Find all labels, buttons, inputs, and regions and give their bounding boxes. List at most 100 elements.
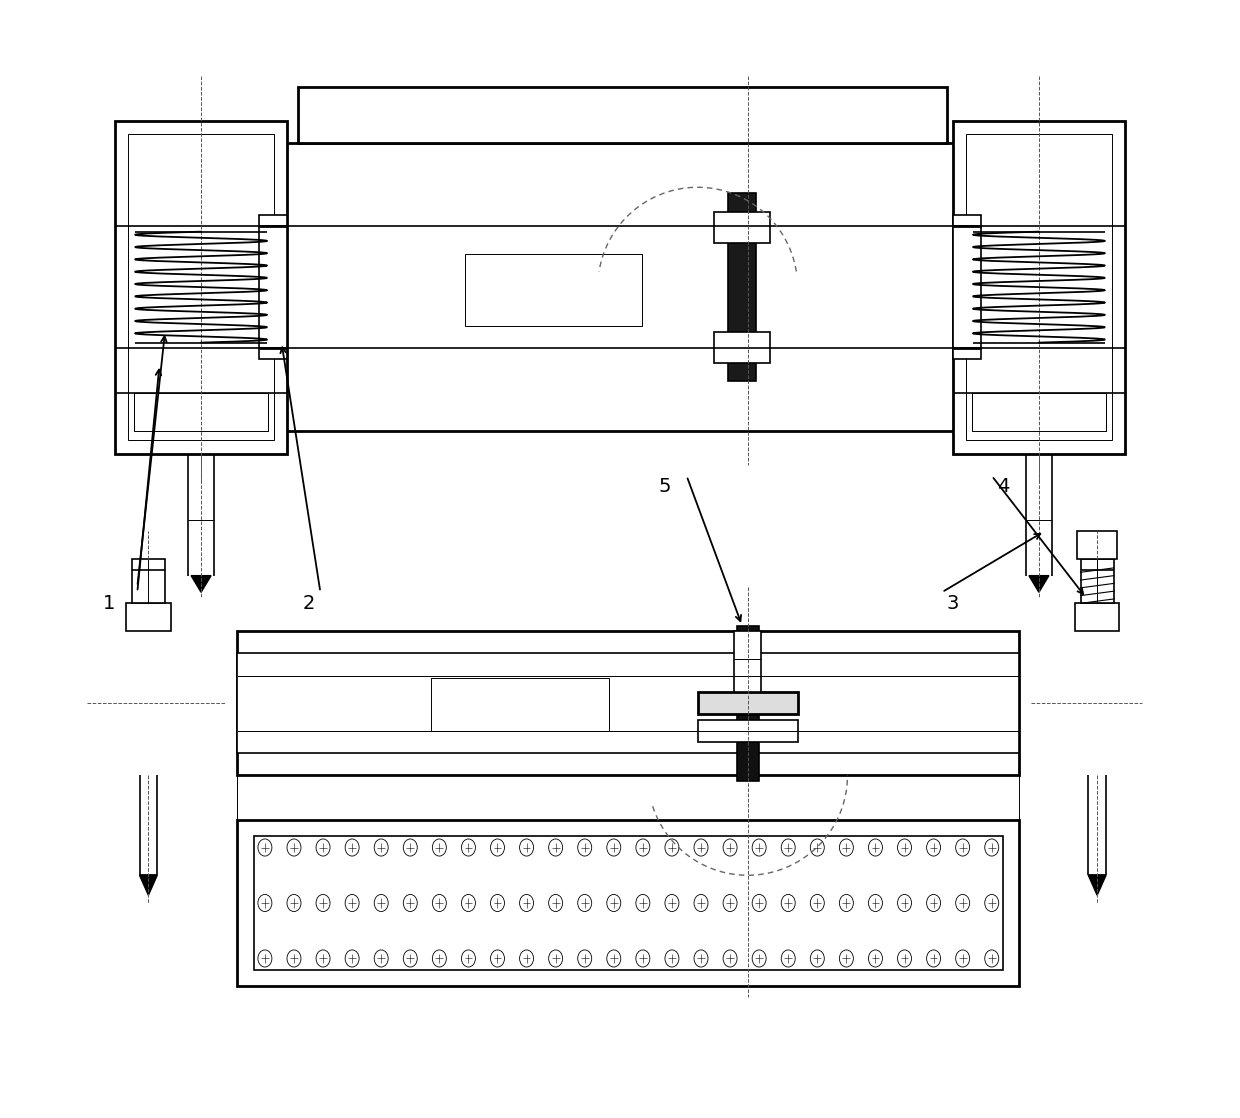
Ellipse shape xyxy=(839,894,853,911)
Ellipse shape xyxy=(491,950,505,967)
Ellipse shape xyxy=(636,950,650,967)
Ellipse shape xyxy=(258,894,272,911)
Ellipse shape xyxy=(520,894,533,911)
Ellipse shape xyxy=(926,838,941,856)
Ellipse shape xyxy=(520,838,533,856)
Ellipse shape xyxy=(316,838,330,856)
Ellipse shape xyxy=(985,894,998,911)
Ellipse shape xyxy=(606,894,621,911)
Bar xyxy=(966,134,1111,440)
Bar xyxy=(126,604,171,632)
Text: 2: 2 xyxy=(303,594,315,613)
Bar xyxy=(298,87,947,143)
Ellipse shape xyxy=(723,950,737,967)
Polygon shape xyxy=(191,576,211,593)
Ellipse shape xyxy=(520,950,533,967)
Ellipse shape xyxy=(403,838,418,856)
Bar xyxy=(259,143,981,432)
Bar xyxy=(737,626,759,781)
Bar xyxy=(237,653,1019,754)
Ellipse shape xyxy=(345,950,360,967)
Ellipse shape xyxy=(810,838,825,856)
Bar xyxy=(714,211,770,243)
Bar xyxy=(129,134,274,440)
Ellipse shape xyxy=(461,894,475,911)
Ellipse shape xyxy=(665,894,680,911)
Bar xyxy=(952,215,981,359)
Ellipse shape xyxy=(258,950,272,967)
Text: 1: 1 xyxy=(103,594,115,613)
Text: 4: 4 xyxy=(997,477,1009,496)
Ellipse shape xyxy=(286,894,301,911)
Ellipse shape xyxy=(636,838,650,856)
Ellipse shape xyxy=(926,950,941,967)
Ellipse shape xyxy=(723,894,737,911)
Bar xyxy=(698,720,797,742)
Ellipse shape xyxy=(694,950,708,967)
Ellipse shape xyxy=(753,950,766,967)
Polygon shape xyxy=(140,875,157,896)
Bar xyxy=(254,836,1003,969)
Ellipse shape xyxy=(403,894,418,911)
Ellipse shape xyxy=(926,894,941,911)
Ellipse shape xyxy=(433,894,446,911)
Ellipse shape xyxy=(606,950,621,967)
Bar xyxy=(972,392,1106,432)
Ellipse shape xyxy=(665,838,680,856)
Ellipse shape xyxy=(548,950,563,967)
Ellipse shape xyxy=(753,894,766,911)
Ellipse shape xyxy=(636,894,650,911)
Bar xyxy=(714,332,770,362)
Ellipse shape xyxy=(868,838,883,856)
Ellipse shape xyxy=(461,950,475,967)
Ellipse shape xyxy=(839,838,853,856)
Bar xyxy=(698,692,797,714)
Ellipse shape xyxy=(898,894,911,911)
Bar xyxy=(1080,559,1114,604)
Ellipse shape xyxy=(868,950,883,967)
Ellipse shape xyxy=(868,894,883,911)
Ellipse shape xyxy=(374,894,388,911)
Bar xyxy=(432,678,609,731)
Ellipse shape xyxy=(345,894,360,911)
Ellipse shape xyxy=(578,838,591,856)
Bar xyxy=(1075,604,1120,632)
Bar xyxy=(734,632,761,692)
Text: 3: 3 xyxy=(946,594,959,613)
Ellipse shape xyxy=(491,838,505,856)
Ellipse shape xyxy=(345,838,360,856)
Ellipse shape xyxy=(286,838,301,856)
Bar xyxy=(465,254,642,326)
Ellipse shape xyxy=(606,838,621,856)
Ellipse shape xyxy=(898,950,911,967)
Ellipse shape xyxy=(491,894,505,911)
Bar xyxy=(259,215,288,359)
Ellipse shape xyxy=(316,894,330,911)
Ellipse shape xyxy=(374,838,388,856)
Bar xyxy=(728,192,756,381)
Ellipse shape xyxy=(578,950,591,967)
Ellipse shape xyxy=(694,894,708,911)
Ellipse shape xyxy=(316,950,330,967)
Ellipse shape xyxy=(461,838,475,856)
Ellipse shape xyxy=(781,894,795,911)
Ellipse shape xyxy=(286,950,301,967)
Text: 5: 5 xyxy=(658,477,671,496)
Ellipse shape xyxy=(985,950,998,967)
Ellipse shape xyxy=(956,950,970,967)
Polygon shape xyxy=(1089,875,1106,896)
Ellipse shape xyxy=(956,838,970,856)
Ellipse shape xyxy=(810,894,825,911)
Ellipse shape xyxy=(839,950,853,967)
Ellipse shape xyxy=(403,950,418,967)
Bar xyxy=(237,632,1019,776)
Ellipse shape xyxy=(694,838,708,856)
Ellipse shape xyxy=(258,838,272,856)
Bar xyxy=(1078,531,1117,559)
Ellipse shape xyxy=(781,950,795,967)
Ellipse shape xyxy=(578,894,591,911)
Ellipse shape xyxy=(781,838,795,856)
Ellipse shape xyxy=(433,838,446,856)
Ellipse shape xyxy=(956,894,970,911)
Ellipse shape xyxy=(898,838,911,856)
